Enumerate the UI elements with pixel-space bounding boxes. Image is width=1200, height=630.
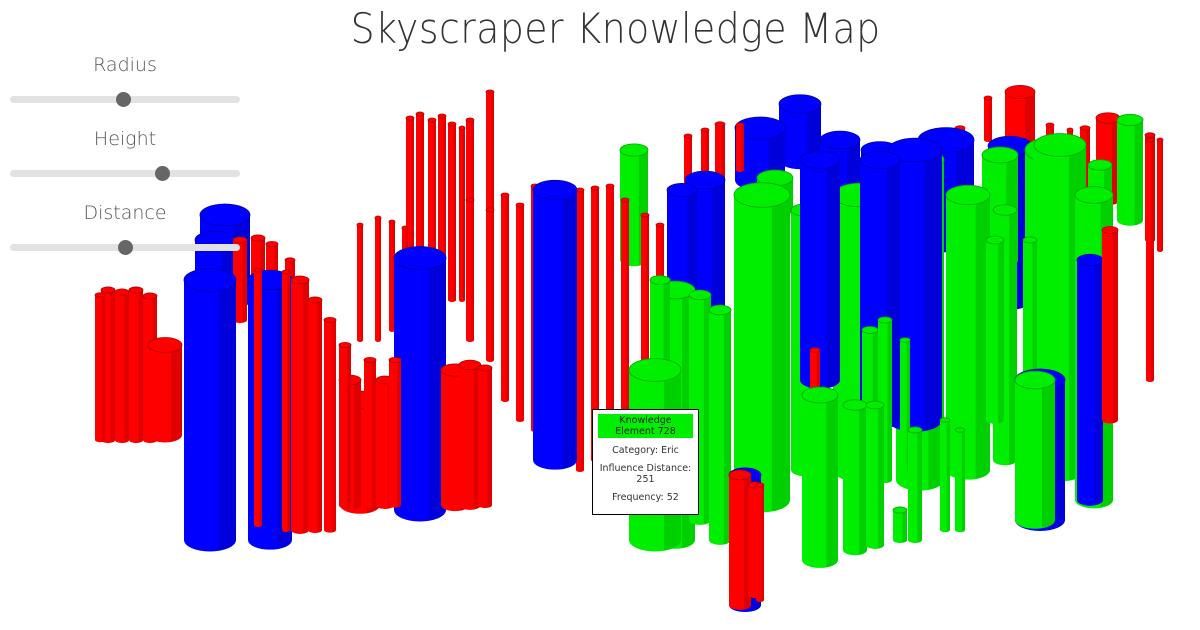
skyscraper-cylinder[interactable] [477, 364, 493, 509]
skyscraper-cylinder[interactable] [253, 267, 263, 527]
skyscraper-cylinder[interactable] [899, 337, 911, 473]
skyscraper-cylinder[interactable] [985, 235, 1005, 424]
skyscraper-cylinder[interactable] [363, 356, 377, 508]
distance-slider-thumb[interactable] [118, 240, 133, 255]
skyscraper-cylinder[interactable] [323, 316, 337, 533]
tooltip-influence: Influence Distance: 251 [599, 463, 692, 485]
skyscraper-cylinder[interactable] [437, 113, 447, 292]
distance-control: Distance [8, 200, 242, 274]
skyscraper-cylinder[interactable] [735, 122, 745, 172]
radius-label: Radius [93, 54, 157, 76]
skyscraper-cylinder[interactable] [714, 121, 726, 183]
skyscraper-cylinder[interactable] [801, 386, 839, 568]
tooltip-frequency: Frequency: 52 [612, 492, 679, 503]
skyscraper-cylinder[interactable] [281, 269, 291, 532]
radius-slider[interactable] [10, 92, 240, 107]
skyscraper-cylinder[interactable] [1156, 137, 1164, 252]
skyscraper-cylinder[interactable] [458, 125, 466, 302]
skyscraper-cylinder[interactable] [865, 400, 885, 549]
skyscraper-cylinder[interactable] [515, 202, 525, 422]
height-slider-thumb[interactable] [154, 166, 170, 181]
skyscraper-cylinder[interactable] [892, 506, 908, 544]
radius-slider-thumb[interactable] [115, 92, 131, 107]
skyscraper-cylinder[interactable] [232, 236, 248, 324]
skyscraper-cylinder[interactable] [983, 95, 993, 142]
distance-slider[interactable] [10, 240, 240, 255]
skyscraper-cylinder[interactable] [708, 304, 732, 545]
page-title: Skyscraper Knowledge Map [350, 4, 881, 53]
skyscraper-cylinder[interactable] [605, 183, 615, 472]
skyscraper-cylinder[interactable] [620, 197, 630, 462]
skyscraper-cylinder[interactable] [114, 288, 130, 444]
skyscraper-cylinder[interactable] [945, 184, 991, 480]
skyscraper-cylinder[interactable] [954, 427, 966, 533]
skyscraper-cylinder[interactable] [147, 337, 183, 443]
skyscraper-cylinder[interactable] [1116, 113, 1144, 226]
skyscraper-cylinder[interactable] [388, 356, 402, 508]
skyscraper-cylinder[interactable] [128, 286, 144, 444]
element-tooltip: Knowledge Element 728 Category: Eric Inf… [592, 409, 699, 515]
skyscraper-cylinder[interactable] [338, 341, 352, 508]
skyscraper-cylinder[interactable] [485, 207, 495, 362]
skyscraper-cylinder[interactable] [374, 215, 382, 342]
skyscraper-cylinder[interactable] [907, 426, 923, 544]
skyscraper-cylinder[interactable] [307, 296, 323, 534]
skyscraper-cylinder[interactable] [1145, 137, 1155, 382]
skyscraper-cylinder[interactable] [290, 275, 310, 534]
tooltip-title: Knowledge Element 728 [598, 414, 693, 438]
height-label: Height [93, 128, 157, 150]
skyscraper-cylinder[interactable] [1101, 226, 1119, 424]
radius-control: Radius [8, 52, 242, 126]
skyscraper-cylinder[interactable] [799, 150, 841, 389]
height-slider[interactable] [10, 166, 240, 181]
height-control: Height [8, 126, 242, 200]
skyscraper-cylinder[interactable] [465, 197, 475, 342]
skyscraper-cylinder[interactable] [1014, 370, 1056, 529]
skyscraper-cylinder[interactable] [532, 179, 578, 470]
skyscraper-cylinder[interactable] [809, 347, 821, 393]
skyscraper-cylinder[interactable] [755, 482, 765, 602]
skyscraper-cylinder[interactable] [94, 292, 106, 443]
skyscraper-cylinder[interactable] [939, 417, 951, 533]
skyscraper-cylinder[interactable] [458, 359, 482, 510]
skyscraper-cylinder[interactable] [842, 399, 868, 556]
control-panel: Radius Height Distance [8, 52, 242, 274]
skyscraper-cylinder[interactable] [1076, 253, 1104, 506]
skyscraper-cylinder[interactable] [500, 192, 510, 402]
skyscraper-cylinder[interactable] [733, 182, 791, 513]
skyscraper-cylinder[interactable] [356, 222, 364, 342]
skyscraper-cylinder[interactable] [447, 121, 457, 302]
skyscraper-cylinder[interactable] [393, 246, 447, 522]
skyscraper-cylinder[interactable] [183, 268, 237, 552]
skyscraper-cylinder[interactable] [575, 187, 585, 472]
tooltip-category: Category: Eric [612, 445, 679, 456]
distance-label: Distance [83, 202, 167, 224]
skyscraper-cylinder[interactable] [728, 469, 752, 610]
skyscraper-cylinder[interactable] [590, 185, 600, 462]
